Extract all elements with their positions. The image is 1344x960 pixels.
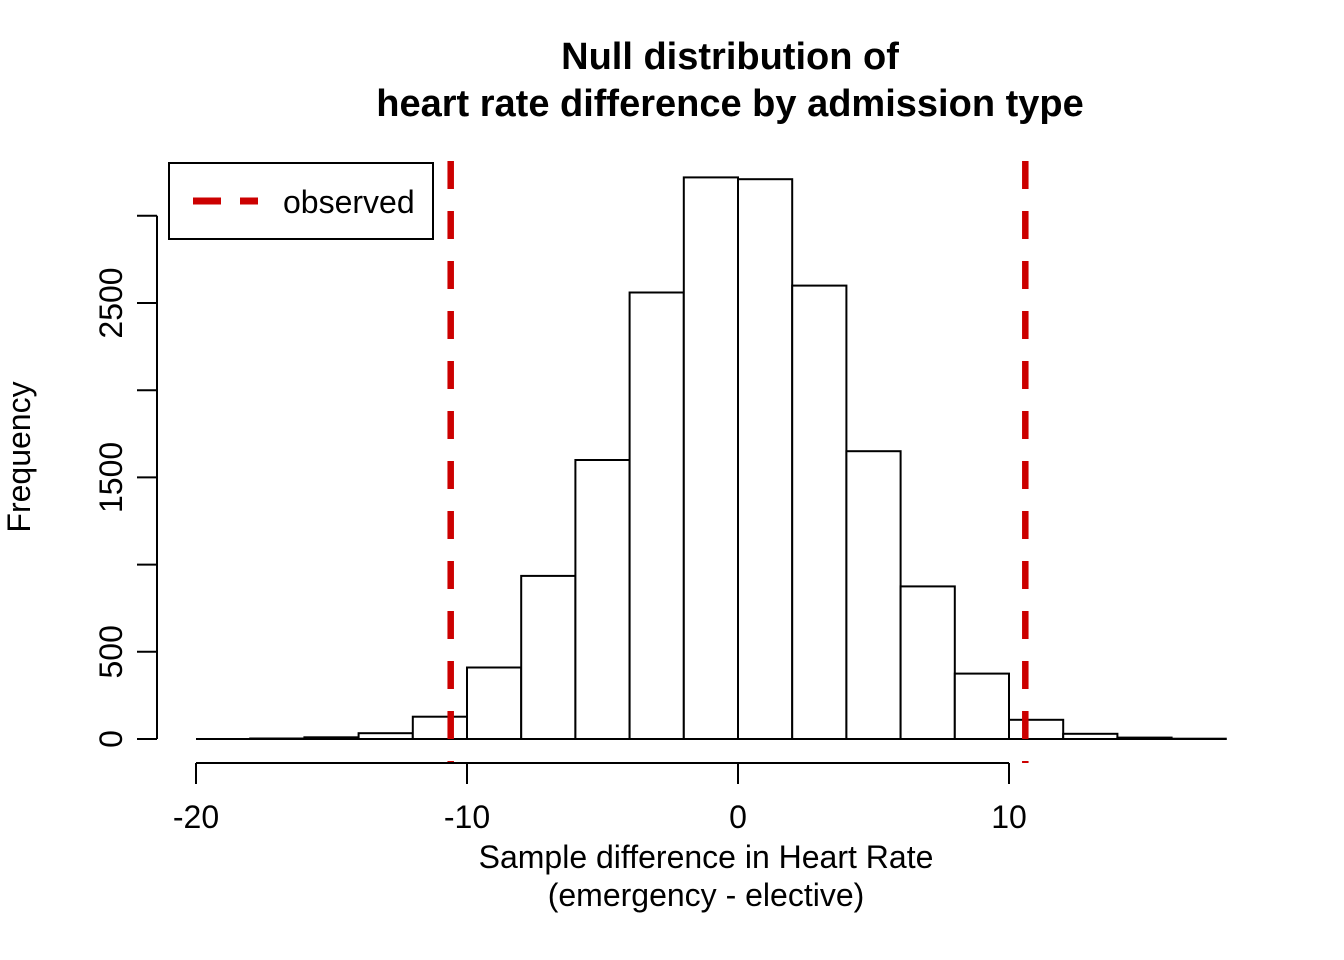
histogram-bar	[899, 585, 956, 741]
x-axis: -20 -10 0 10	[173, 762, 1027, 835]
observed-lines	[447, 161, 1029, 763]
histogram-bar	[791, 284, 848, 740]
y-axis-tick-label: 2500	[93, 267, 129, 338]
x-axis-title-line1: Sample difference in Heart Rate	[479, 839, 934, 875]
x-axis-ticks: -20 -10 0 10	[173, 763, 1027, 835]
histogram-bar	[682, 176, 739, 740]
x-axis-tick-label: -20	[173, 799, 219, 835]
x-axis-title-line2: (emergency - elective)	[548, 877, 865, 913]
histogram-bar	[628, 291, 685, 740]
histogram-bar	[466, 666, 523, 740]
histogram-bar	[953, 672, 1010, 740]
x-axis-tick-label: 0	[729, 799, 747, 835]
histogram-bar	[845, 450, 902, 740]
legend: observed	[168, 162, 434, 240]
histogram-bar	[1008, 718, 1065, 740]
histogram-bar	[520, 574, 577, 741]
histogram-bar	[737, 178, 794, 740]
x-axis-tick-label: 10	[991, 799, 1027, 835]
histogram-bar	[411, 715, 468, 741]
y-axis-tick-label: 500	[93, 625, 129, 678]
legend-label: observed	[283, 184, 415, 220]
y-axis-tick-label: 1500	[93, 442, 129, 513]
y-axis-tick-label: 0	[93, 730, 129, 748]
y-axis: 0 500 1500 2500	[93, 214, 158, 748]
histogram-bar	[574, 459, 631, 740]
chart-title-line2: heart rate difference by admission type	[376, 83, 1083, 125]
x-axis-tick-label: -10	[444, 799, 490, 835]
y-axis-ticks: 0 500 1500 2500	[93, 214, 157, 748]
chart-title-line1: Null distribution of	[561, 36, 899, 78]
histogram-bars	[249, 176, 1227, 741]
y-axis-title: Frequency	[1, 381, 37, 532]
